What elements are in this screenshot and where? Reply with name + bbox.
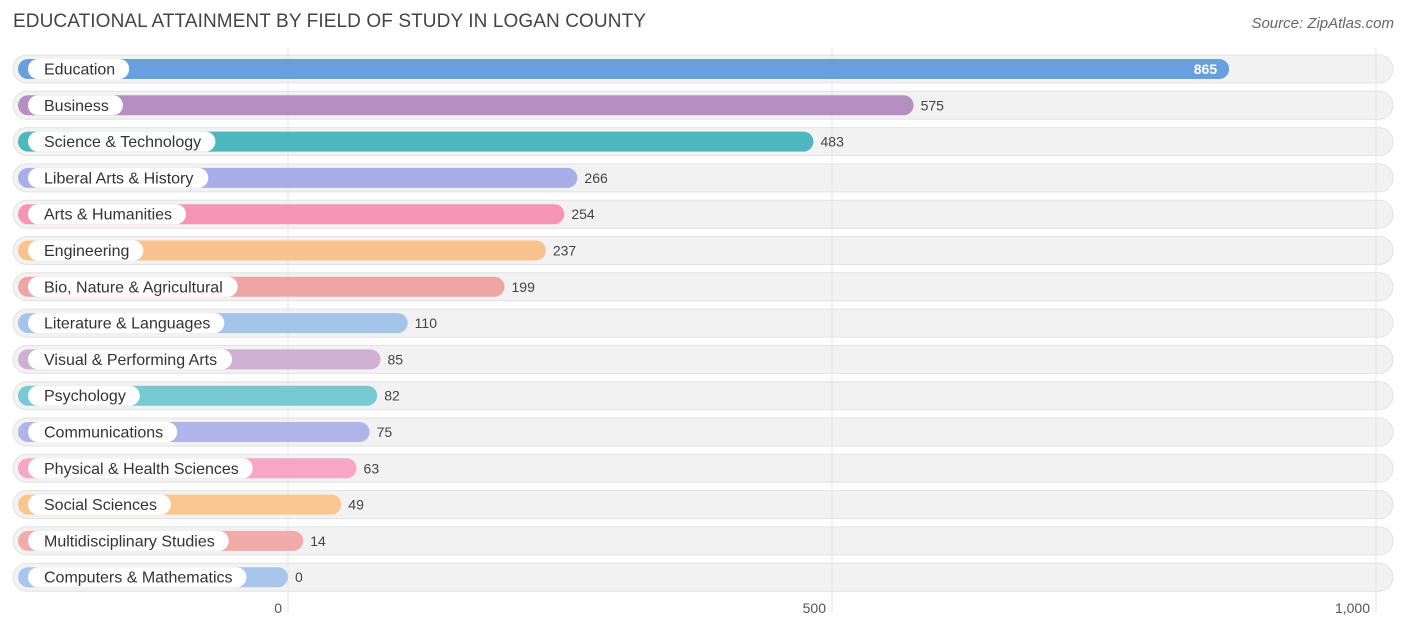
category-label: Physical & Health Sciences — [44, 461, 239, 478]
value-label: 49 — [348, 497, 364, 513]
value-label: 75 — [377, 424, 393, 440]
row-track — [12, 562, 1394, 592]
value-label: 110 — [415, 315, 438, 331]
bar — [18, 59, 1230, 79]
value-label: 865 — [1194, 61, 1218, 77]
bar — [18, 240, 546, 261]
category-label-pill — [28, 204, 187, 225]
row-track — [12, 526, 1394, 556]
chart-title: EDUCATIONAL ATTAINMENT BY FIELD OF STUDY… — [13, 11, 647, 32]
category-label: Liberal Arts & History — [44, 170, 193, 187]
category-label-pill — [28, 385, 140, 406]
value-label: 237 — [553, 243, 577, 259]
source-label: Source: ZipAtlas.com — [1251, 15, 1394, 32]
category-label-pill — [28, 59, 130, 79]
category-label: Bio, Nature & Agricultural — [44, 279, 223, 296]
value-label: 199 — [512, 279, 536, 295]
value-label: 266 — [584, 170, 608, 186]
bar — [18, 95, 914, 116]
value-label: 575 — [921, 97, 945, 113]
category-label-pill — [28, 276, 238, 297]
category-label-pill — [28, 422, 178, 442]
category-label: Computers & Mathematics — [44, 570, 233, 587]
category-label-pill — [28, 240, 144, 261]
value-label: 254 — [571, 206, 595, 222]
category-label: Education — [44, 62, 115, 79]
x-tick-label: 1,000 — [1335, 600, 1370, 616]
category-label-pill — [28, 567, 247, 588]
category-label-pill — [28, 167, 209, 188]
category-label: Arts & Humanities — [44, 207, 172, 224]
category-label: Engineering — [44, 243, 129, 260]
row-track — [12, 490, 1394, 520]
category-label: Science & Technology — [44, 134, 201, 151]
x-tick-label: 0 — [274, 600, 282, 616]
category-label: Multidisciplinary Studies — [44, 533, 215, 550]
value-label: 63 — [364, 460, 380, 476]
row-track — [12, 453, 1394, 483]
category-label: Literature & Languages — [44, 316, 210, 333]
category-label-pill — [28, 131, 216, 152]
value-label: 85 — [387, 351, 403, 367]
category-label: Social Sciences — [44, 497, 157, 514]
category-label-pill — [28, 313, 225, 334]
category-label: Psychology — [44, 388, 126, 405]
category-label-pill — [28, 530, 229, 551]
bar — [18, 131, 814, 152]
value-label: 483 — [821, 134, 845, 150]
x-tick-label: 500 — [803, 600, 827, 616]
category-label: Visual & Performing Arts — [44, 352, 217, 369]
category-label-pill — [28, 494, 171, 515]
category-label-pill — [28, 95, 123, 116]
category-label-pill — [28, 349, 232, 370]
value-label: 82 — [384, 388, 400, 404]
category-label: Communications — [44, 425, 163, 442]
category-label-pill — [28, 458, 253, 479]
category-label: Business — [44, 98, 109, 115]
value-label: 14 — [310, 533, 326, 549]
value-label: 0 — [295, 569, 303, 585]
